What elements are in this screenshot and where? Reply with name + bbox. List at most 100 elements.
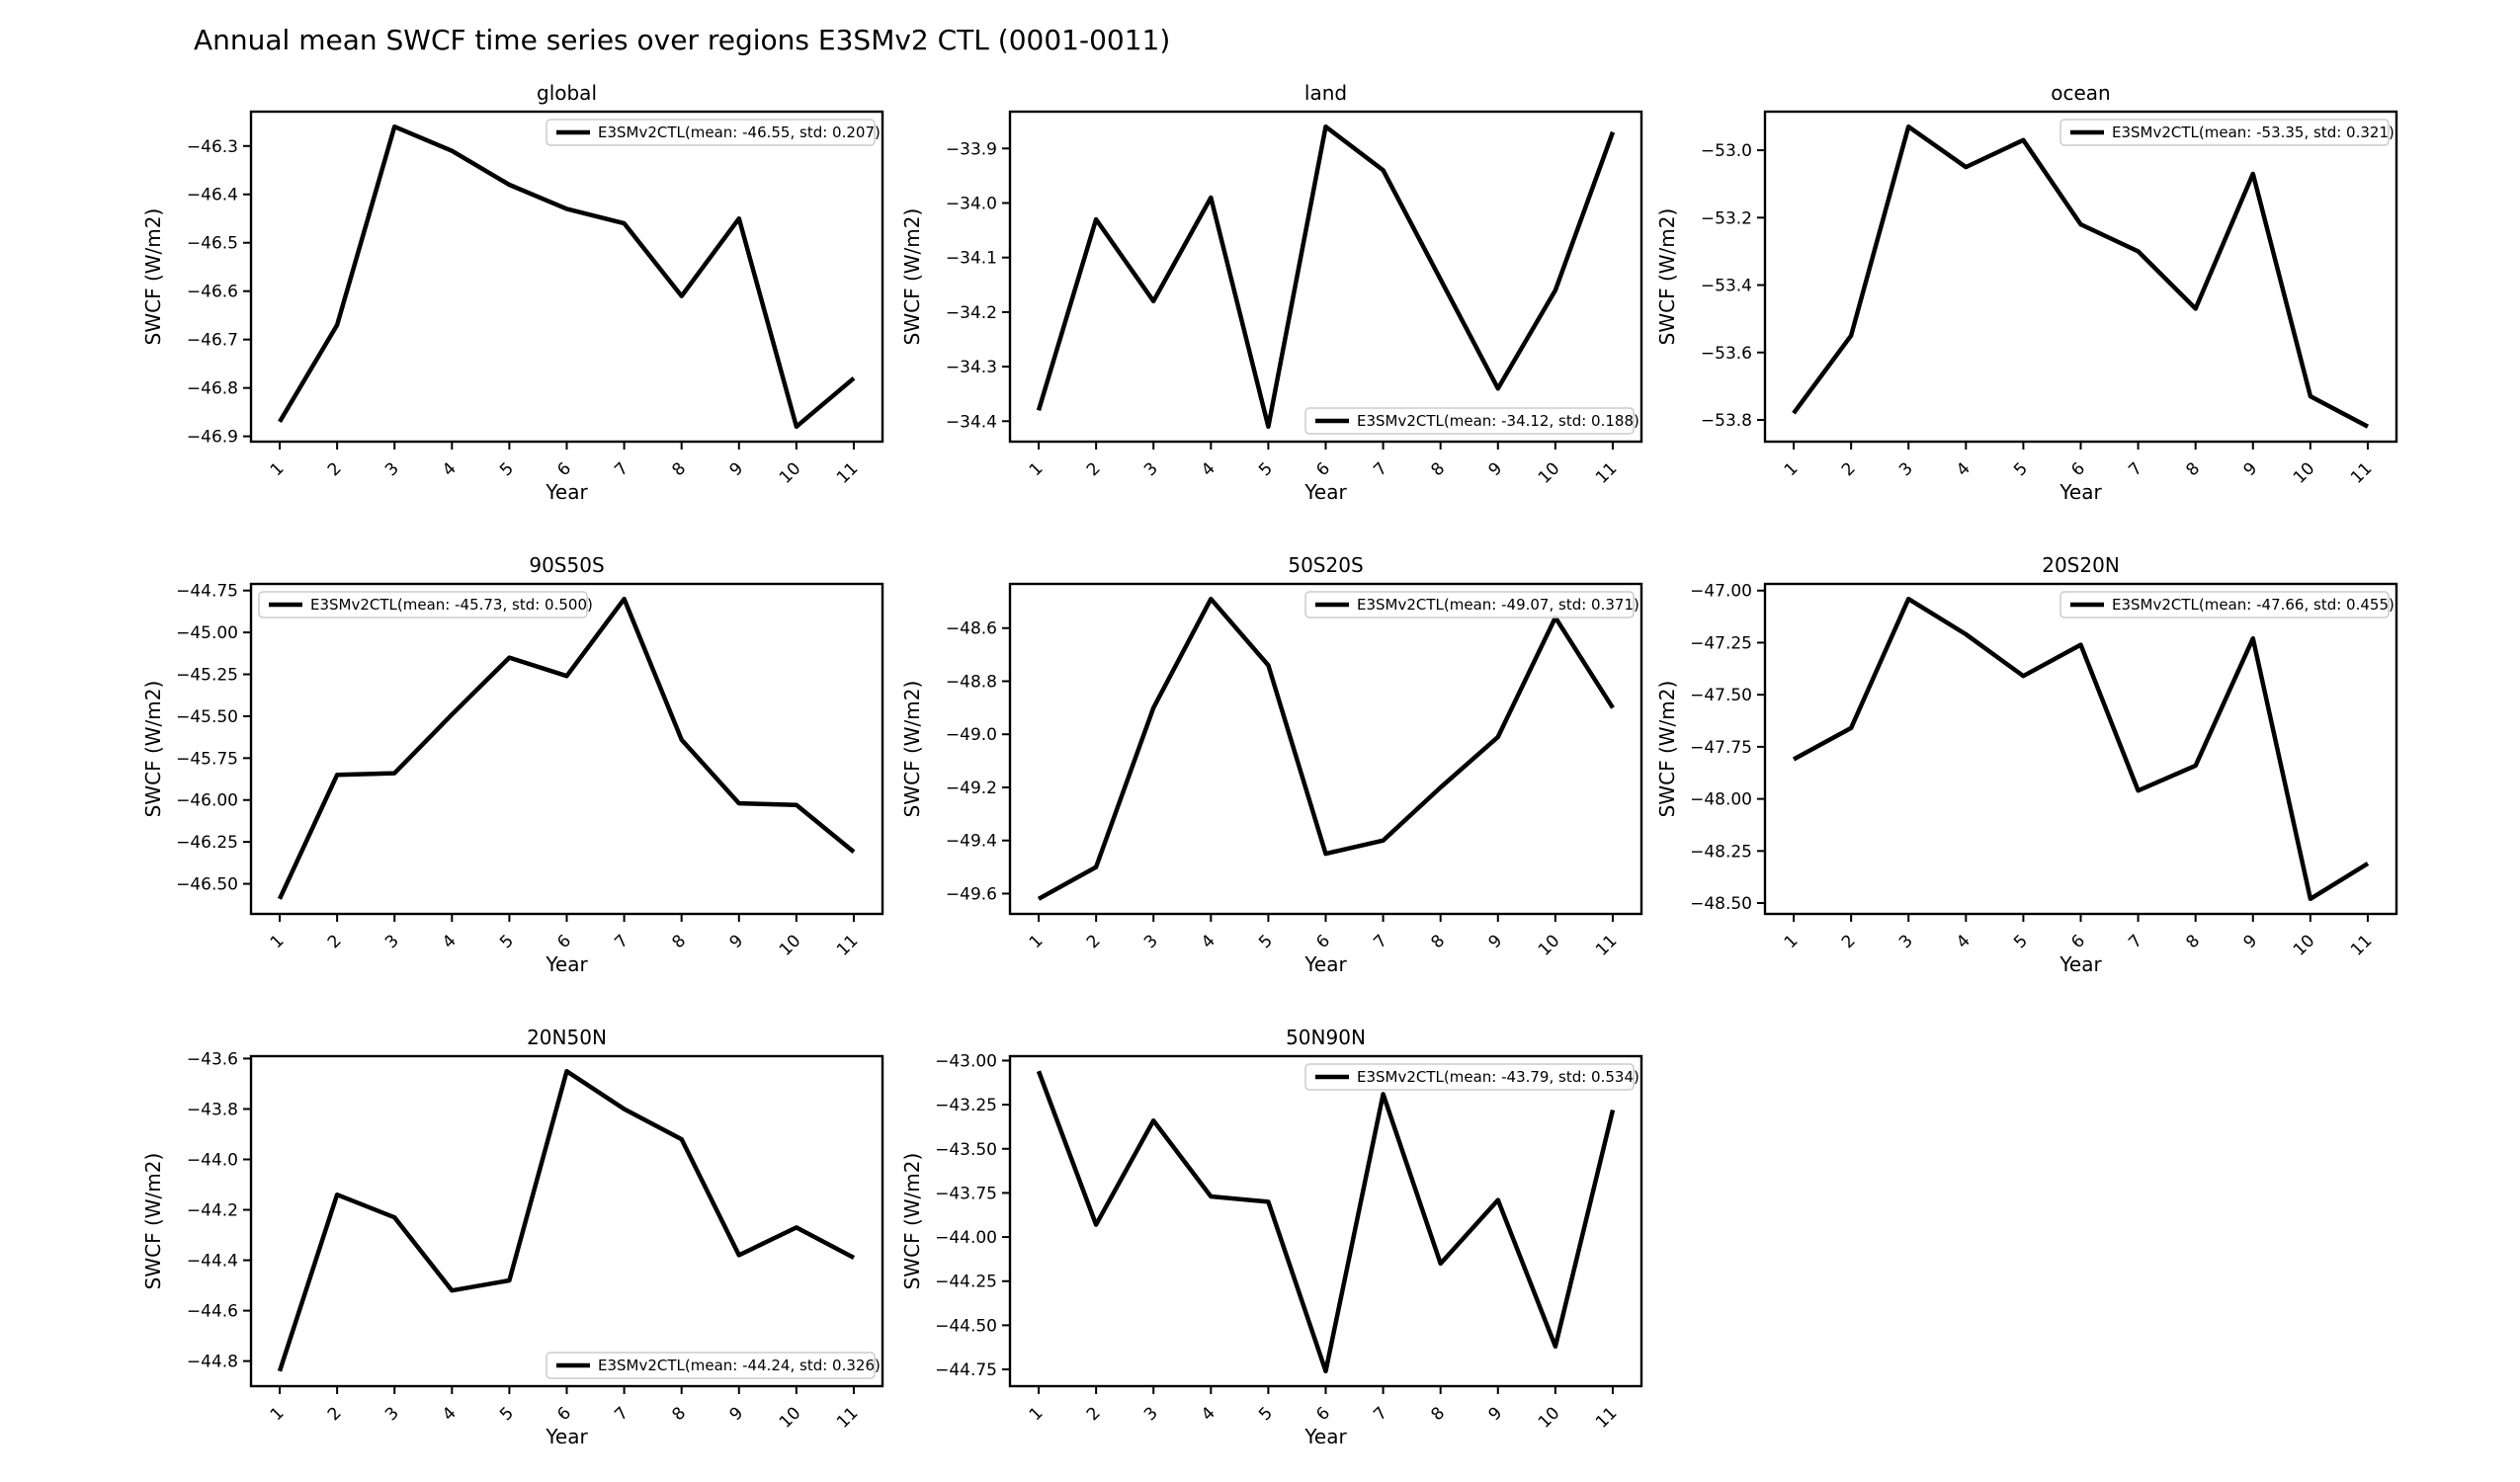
y-tick-label: −44.8	[187, 1353, 238, 1372]
x-tick-label: 4	[1953, 931, 1974, 952]
x-tick-label: 8	[2182, 458, 2204, 480]
y-tick-label: −45.75	[176, 749, 238, 769]
x-tick-label: 1	[1026, 1403, 1048, 1425]
x-tick-label: 11	[1592, 1403, 1621, 1432]
x-axis-label: Year	[2058, 952, 2102, 976]
y-tick-label: −48.8	[946, 672, 997, 692]
x-tick-label: 9	[1485, 458, 1507, 480]
y-tick-label: −48.00	[1690, 790, 1752, 810]
y-tick-label: −43.75	[935, 1184, 997, 1203]
x-tick-label: 1	[1781, 458, 1803, 480]
x-tick-label: 6	[1312, 1403, 1334, 1425]
y-tick-label: −48.6	[946, 619, 997, 639]
x-tick-label: 1	[267, 1403, 289, 1425]
y-tick-label: −46.5	[187, 234, 238, 254]
x-axis-label: Year	[545, 480, 588, 504]
legend-label: E3SMv2CTL(mean: -49.07, std: 0.371)	[1357, 596, 1639, 614]
x-tick-label: 9	[2240, 931, 2262, 952]
legend-box	[546, 119, 876, 146]
legend: E3SMv2CTL(mean: -43.79, std: 0.534)	[1304, 1063, 1639, 1091]
y-tick-label: −44.25	[935, 1273, 997, 1292]
y-axis-label: SWCF (W/m2)	[900, 208, 924, 346]
y-tick-label: −49.6	[946, 884, 997, 904]
y-tick-label: −34.3	[946, 358, 997, 377]
x-tick-label: 5	[496, 1403, 518, 1425]
x-tick-label: 10	[2290, 458, 2318, 487]
x-tick-label: 8	[668, 458, 690, 480]
y-tick-label: −46.3	[187, 137, 238, 157]
x-tick-label: 3	[381, 1403, 403, 1425]
y-tick-label: −45.25	[176, 666, 238, 686]
y-axis-label: SWCF (W/m2)	[1655, 681, 1679, 818]
subplot-title: 20N50N	[527, 1026, 607, 1049]
legend-label: E3SMv2CTL(mean: -43.79, std: 0.534)	[1357, 1068, 1639, 1086]
x-axis-label: Year	[1303, 952, 1347, 976]
y-tick-label: −47.50	[1690, 686, 1752, 705]
subplot-ocean: ocean −53.8 −53.6 −53.4 −53.2 −53.0 1 2 3 4 5 6 7 8 9 1…	[1655, 81, 2398, 504]
y-tick-label: −43.25	[935, 1096, 997, 1115]
legend-box	[1304, 407, 1635, 435]
x-tick-label: 3	[1895, 458, 1917, 480]
x-tick-label: 6	[1312, 931, 1334, 952]
x-tick-label: 6	[553, 931, 575, 952]
y-tick-label: −44.75	[935, 1360, 997, 1380]
axes-frame	[1008, 582, 1643, 916]
subplot-title: 50N90N	[1286, 1026, 1366, 1049]
x-tick-label: 11	[2347, 931, 2376, 959]
x-tick-label: 1	[267, 458, 289, 480]
legend-box	[1304, 1063, 1635, 1091]
legend: E3SMv2CTL(mean: -46.55, std: 0.207)	[546, 119, 881, 146]
subplot-title: 90S50S	[529, 553, 604, 577]
x-tick-label: 9	[1485, 1403, 1507, 1425]
y-tick-label: −44.2	[187, 1201, 238, 1221]
x-tick-label: 3	[1895, 931, 1917, 952]
subplot-title: land	[1304, 81, 1347, 105]
x-tick-label: 9	[726, 1403, 748, 1425]
y-axis-label: SWCF (W/m2)	[900, 1153, 924, 1290]
x-tick-label: 8	[668, 1403, 690, 1425]
x-tick-label: 9	[2240, 458, 2262, 480]
x-tick-label: 4	[1953, 458, 1974, 480]
x-tick-label: 4	[1198, 931, 1219, 952]
x-tick-label: 9	[726, 458, 748, 480]
legend-label: E3SMv2CTL(mean: -47.66, std: 0.455)	[2112, 596, 2394, 614]
subplot-50N90N: 50N90N −44.75 −44.50 −44.25 −44.00 −43.75 −43.…	[900, 1026, 1643, 1448]
y-tick-label: −53.6	[1701, 344, 1752, 364]
y-tick-label: −46.4	[187, 186, 238, 206]
subplot-50S20S: 50S20S −49.6 −49.4 −49.2 −49.0 −48.8 −48.6 1 2 3 4…	[900, 553, 1643, 976]
y-tick-label: −43.8	[187, 1100, 238, 1119]
y-tick-label: −45.50	[176, 707, 238, 727]
subplot-20S20N: 20S20N −48.50 −48.25 −48.00 −47.75 −47.50 −47.…	[1655, 553, 2398, 976]
legend-box	[2059, 591, 2390, 618]
y-tick-label: −46.25	[176, 833, 238, 853]
y-tick-label: −33.9	[946, 139, 997, 159]
legend: E3SMv2CTL(mean: -49.07, std: 0.371)	[1304, 591, 1639, 618]
y-tick-label: −43.6	[187, 1049, 238, 1069]
x-tick-label: 7	[611, 1403, 632, 1425]
x-tick-label: 7	[611, 458, 632, 480]
x-tick-label: 6	[2067, 458, 2089, 480]
x-tick-label: 10	[776, 1403, 804, 1432]
figure-suptitle: Annual mean SWCF time series over region…	[194, 24, 1171, 56]
x-tick-label: 6	[2067, 931, 2089, 952]
y-tick-label: −44.0	[187, 1150, 238, 1170]
x-tick-label: 2	[1838, 931, 1860, 952]
legend-label: E3SMv2CTL(mean: -46.55, std: 0.207)	[598, 124, 881, 141]
x-tick-label: 4	[439, 458, 461, 480]
x-tick-label: 10	[1535, 931, 1563, 959]
x-tick-label: 5	[2010, 931, 2032, 952]
x-tick-label: 1	[267, 931, 289, 952]
x-tick-label: 6	[1312, 458, 1334, 480]
x-tick-label: 8	[1427, 931, 1449, 952]
y-tick-label: −49.0	[946, 725, 997, 745]
y-axis-label: SWCF (W/m2)	[1655, 208, 1679, 346]
axes-frame	[249, 1054, 884, 1388]
x-tick-label: 2	[1083, 1403, 1105, 1425]
x-tick-label: 5	[496, 458, 518, 480]
x-tick-label: 11	[1592, 458, 1621, 487]
subplot-20N50N: 20N50N −44.8 −44.6 −44.4 −44.2 −44.0 −43.8 −43.…	[141, 1026, 884, 1448]
subplot-90S50S: 90S50S −46.50 −46.25 −46.00 −45.75 −45.50 −45.…	[141, 553, 884, 976]
y-tick-label: −34.4	[946, 412, 997, 432]
y-axis-label: SWCF (W/m2)	[900, 681, 924, 818]
